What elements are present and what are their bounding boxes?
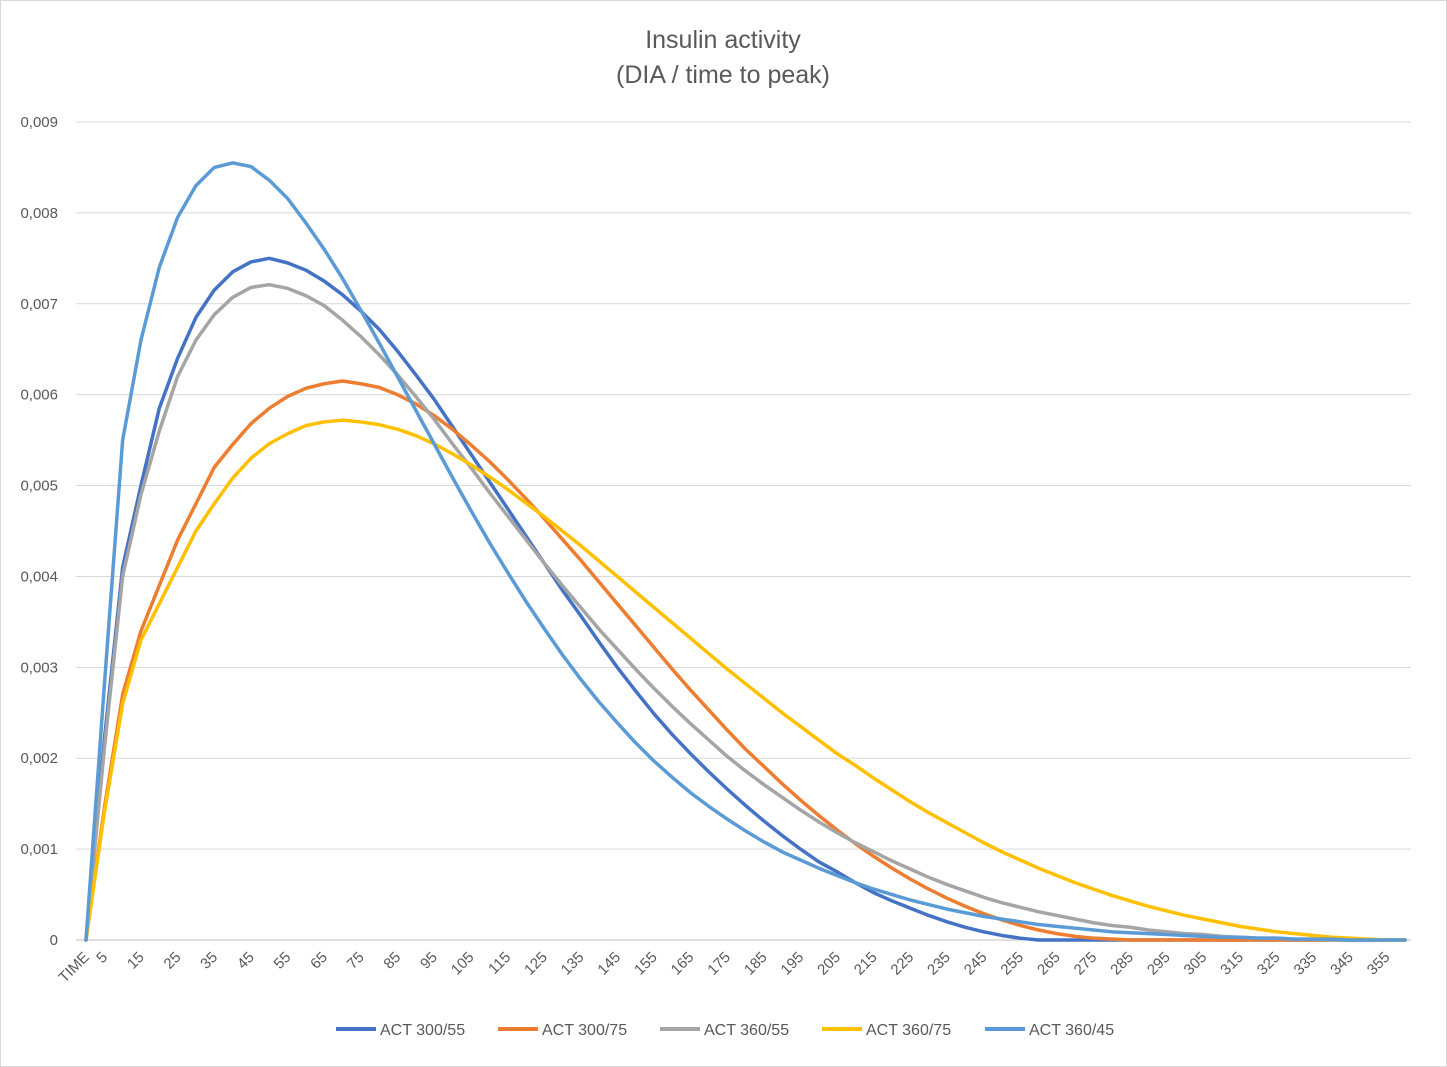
y-tick-label: 0,006 xyxy=(20,387,58,404)
series-line xyxy=(84,379,1407,942)
x-tick-label: 145 xyxy=(594,949,624,979)
y-tick-label: 0,001 xyxy=(20,841,58,858)
x-tick-label: 275 xyxy=(1071,949,1101,979)
x-tick-label: 175 xyxy=(704,949,734,979)
x-tick-label: 345 xyxy=(1327,949,1357,979)
y-tick-label: 0,009 xyxy=(20,114,58,131)
x-tick-label: 285 xyxy=(1107,949,1137,979)
series-line xyxy=(84,282,1407,942)
legend-label: ACT 360/55 xyxy=(704,1022,789,1039)
y-tick-label: 0,008 xyxy=(20,205,58,222)
x-tick-label: 335 xyxy=(1291,949,1321,979)
y-tick-label: 0,002 xyxy=(20,750,58,767)
series-line xyxy=(84,161,1407,942)
y-tick-label: 0,004 xyxy=(20,568,58,585)
x-tick-label: 65 xyxy=(307,949,331,973)
x-tick-label: 215 xyxy=(851,949,881,979)
gridlines xyxy=(76,121,1411,850)
x-tick-label: 265 xyxy=(1034,949,1064,979)
x-tick-label: 165 xyxy=(668,949,698,979)
x-tick-label: 75 xyxy=(344,949,368,973)
x-tick-label: 325 xyxy=(1254,949,1284,979)
y-axis: 0 0,001 0,002 0,003 0,004 0,005 0,006 0,007 0,00… xyxy=(20,114,58,949)
x-tick-label: 195 xyxy=(778,949,808,979)
x-tick-label: 235 xyxy=(924,949,954,979)
series-line xyxy=(84,418,1407,942)
x-tick-label: 85 xyxy=(380,949,404,973)
x-tick-label: 95 xyxy=(417,949,441,973)
x-tick-label: 155 xyxy=(631,949,661,979)
y-tick-label: 0,003 xyxy=(20,659,58,676)
legend-label: ACT 300/75 xyxy=(542,1022,627,1039)
chart-subtitle: (DIA / time to peak) xyxy=(616,61,830,89)
series-line xyxy=(84,256,1407,942)
x-tick-label: 45 xyxy=(234,949,258,973)
x-tick-label: 245 xyxy=(961,949,991,979)
x-tick-label: 55 xyxy=(271,949,295,973)
x-tick-label: 185 xyxy=(741,949,771,979)
x-tick-label: 355 xyxy=(1364,949,1394,979)
x-tick-label: TIME xyxy=(55,949,92,986)
x-tick-label: 15 xyxy=(124,949,148,973)
legend-label: ACT 300/55 xyxy=(380,1022,465,1039)
x-tick-label: 125 xyxy=(521,949,551,979)
legend-label: ACT 360/45 xyxy=(1029,1022,1114,1039)
legend: ACT 300/55 ACT 300/75 ACT 360/55 ACT 360/75… xyxy=(336,1022,1114,1039)
x-tick-label: 35 xyxy=(197,949,221,973)
x-tick-label: 315 xyxy=(1217,949,1247,979)
x-tick-label: 115 xyxy=(485,949,514,978)
y-tick-label: 0,005 xyxy=(20,478,58,495)
x-tick-label: 5 xyxy=(93,949,111,967)
plot-area xyxy=(84,161,1407,942)
y-tick-label: 0,007 xyxy=(20,296,58,313)
x-tick-label: 295 xyxy=(1144,949,1174,979)
x-axis: TIME 5 15 25 35 45 55 65 75 85 95 105 115 125 135 145 15… xyxy=(55,939,1411,986)
y-tick-label: 0 xyxy=(50,932,58,949)
x-tick-label: 105 xyxy=(448,949,478,979)
x-tick-label: 135 xyxy=(558,949,588,979)
x-tick-label: 25 xyxy=(161,949,185,973)
x-tick-label: 225 xyxy=(887,949,917,979)
x-tick-label: 205 xyxy=(814,949,844,979)
chart-title: Insulin activity xyxy=(645,26,801,54)
x-tick-label: 305 xyxy=(1181,949,1211,979)
x-tick-label: 255 xyxy=(997,949,1027,979)
legend-label: ACT 360/75 xyxy=(866,1022,951,1039)
